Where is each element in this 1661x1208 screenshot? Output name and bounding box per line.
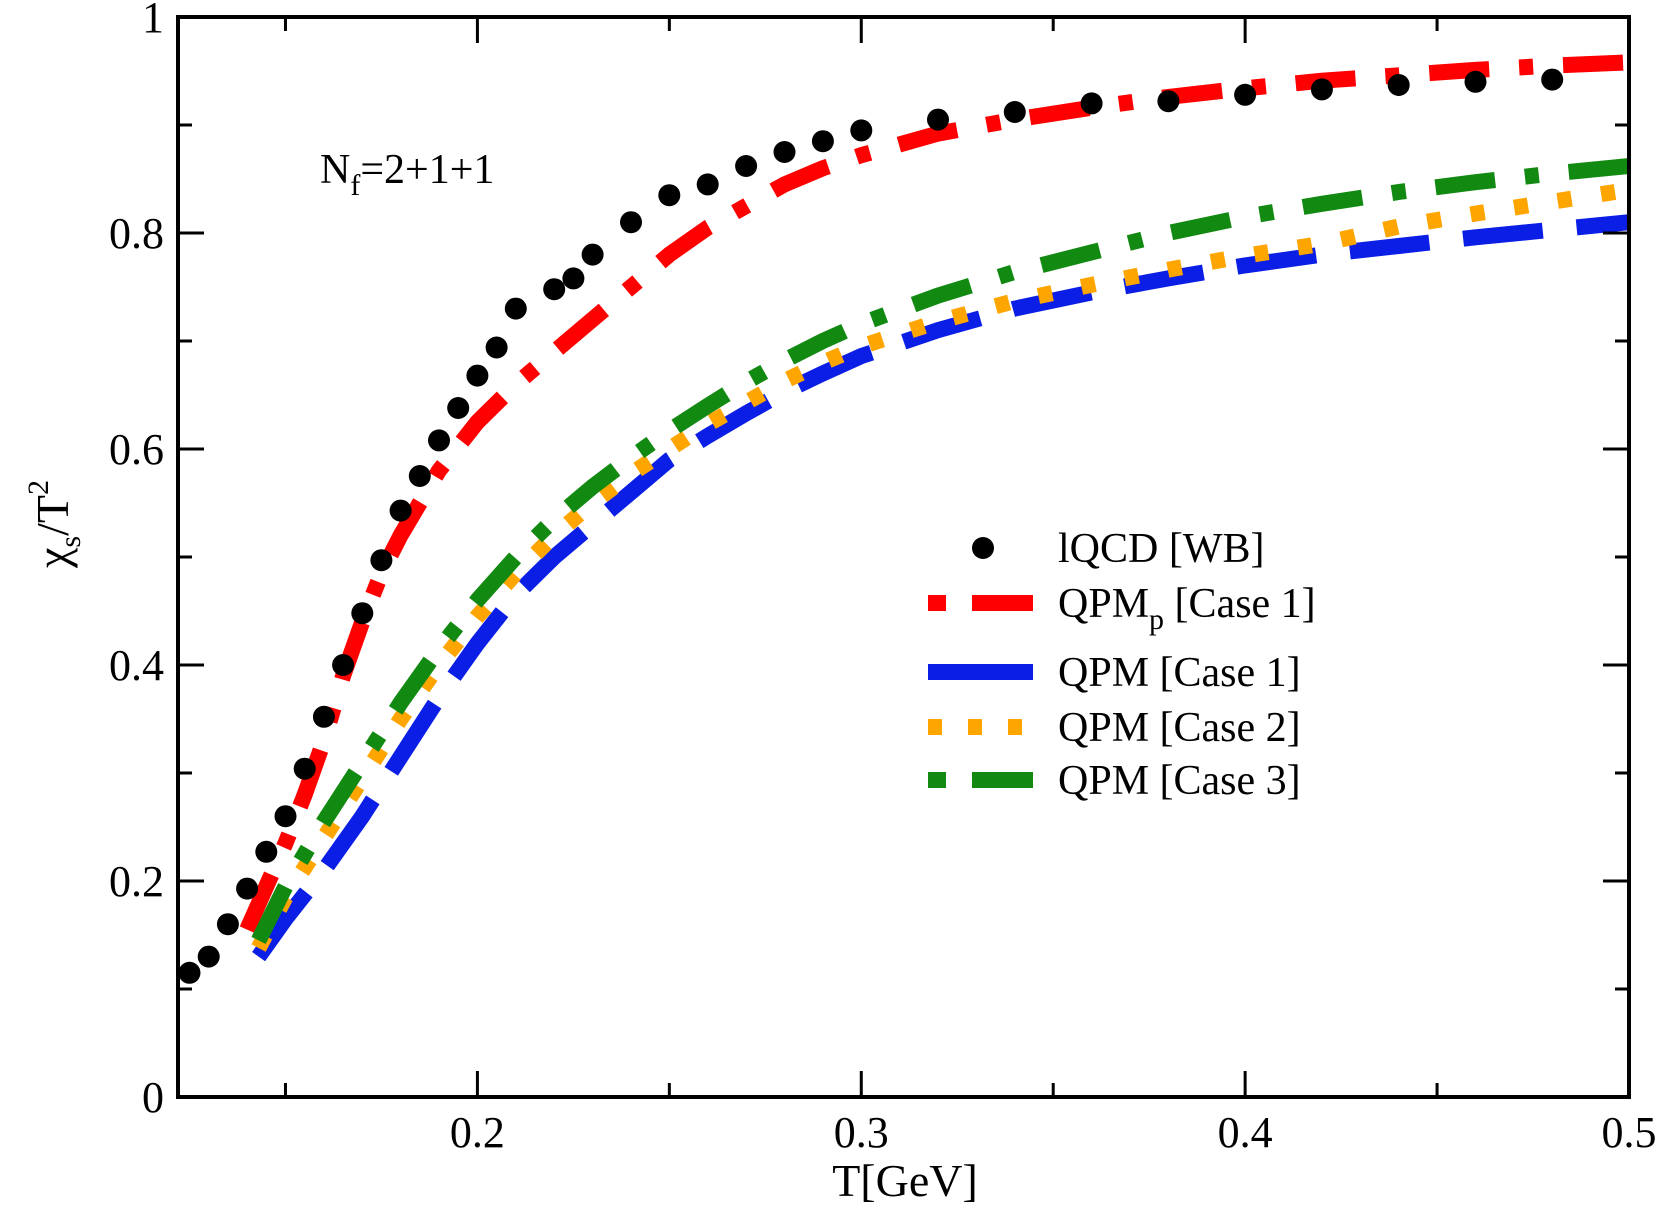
data-point: [581, 243, 604, 266]
x-tick-label: 0.2: [450, 1108, 505, 1157]
legend: lQCD [WB] QPMp [Case 1] QPM [Case 1] QPM [C…: [928, 526, 1316, 804]
data-point: [312, 705, 335, 728]
data-point: [216, 913, 239, 936]
y-tick-label: 1: [142, 0, 164, 42]
data-point: [773, 141, 796, 163]
data-point: [1464, 70, 1487, 93]
data-point: [696, 173, 719, 196]
y-axis-title-rest: /T: [27, 495, 78, 536]
x-tick-label: 0.3: [834, 1108, 889, 1157]
data-point: [178, 961, 201, 984]
scatter-markers: [178, 68, 1564, 984]
y-axis-title: χs/T2: [22, 480, 87, 569]
data-point: [543, 278, 566, 301]
y-tick-label: 0.2: [109, 857, 164, 906]
data-point: [389, 499, 412, 522]
data-point: [735, 155, 758, 177]
data-point: [485, 336, 508, 359]
series-line-3: [251, 181, 1631, 952]
data-point: [255, 840, 278, 863]
data-point: [811, 130, 834, 153]
data-point: [927, 108, 949, 131]
data-point: [274, 805, 297, 828]
data-point: [1387, 74, 1410, 96]
y-tick-label: 0.6: [109, 425, 164, 474]
data-point: [236, 877, 259, 900]
data-point: [197, 945, 220, 968]
legend-marker-0: [972, 537, 994, 559]
annotation-rest: =2+1+1: [360, 147, 494, 193]
data-point: [658, 184, 681, 207]
series-line-2: [252, 214, 1630, 962]
legend-label-2: QPM [Case 1]: [1058, 650, 1301, 696]
data-point: [1157, 90, 1180, 113]
annotation-main: N: [320, 147, 350, 193]
data-point: [408, 465, 431, 487]
x-tick-label: 0.4: [1218, 1108, 1273, 1157]
data-point: [1234, 83, 1257, 106]
data-point: [447, 397, 470, 419]
y-axis-title-sup: 2: [22, 480, 55, 495]
series-line-4: [251, 158, 1630, 944]
data-point: [1541, 68, 1564, 91]
y-tick-label: 0: [142, 1073, 164, 1122]
legend-label-1: QPMp [Case 1]: [1058, 581, 1316, 636]
y-axis-title-main: χ: [27, 547, 78, 569]
legend-label-0: lQCD [WB]: [1058, 526, 1264, 572]
y-axis-title-sub: s: [54, 536, 87, 548]
tick-labels: 0.2 0.3 0.4 0.5 0 0.2 0.4 0.6 0.8 1: [109, 0, 1657, 1157]
data-point: [850, 119, 873, 142]
data-point: [1080, 92, 1103, 115]
data-point: [504, 297, 527, 320]
data-point: [332, 654, 355, 676]
x-tick-label: 0.5: [1602, 1108, 1657, 1157]
y-tick-label: 0.8: [109, 209, 164, 258]
x-axis-title: T[GeV]: [832, 1155, 978, 1206]
data-point: [620, 211, 642, 234]
axis-ticks: [178, 15, 1631, 1099]
data-point: [370, 549, 393, 572]
flavor-annotation: Nf=2+1+1: [320, 147, 494, 202]
legend-label-3: QPM [Case 2]: [1058, 705, 1301, 751]
annotation-sub: f: [350, 169, 360, 202]
data-point: [428, 429, 450, 452]
data-point: [1003, 101, 1026, 123]
data-point: [1310, 78, 1333, 101]
data-point: [562, 267, 585, 290]
data-point: [351, 602, 374, 625]
legend-label-4: QPM [Case 3]: [1058, 758, 1301, 804]
y-tick-label: 0.4: [109, 641, 164, 690]
data-point: [293, 757, 316, 780]
series-lines: [239, 54, 1631, 962]
data-point: [466, 364, 489, 387]
